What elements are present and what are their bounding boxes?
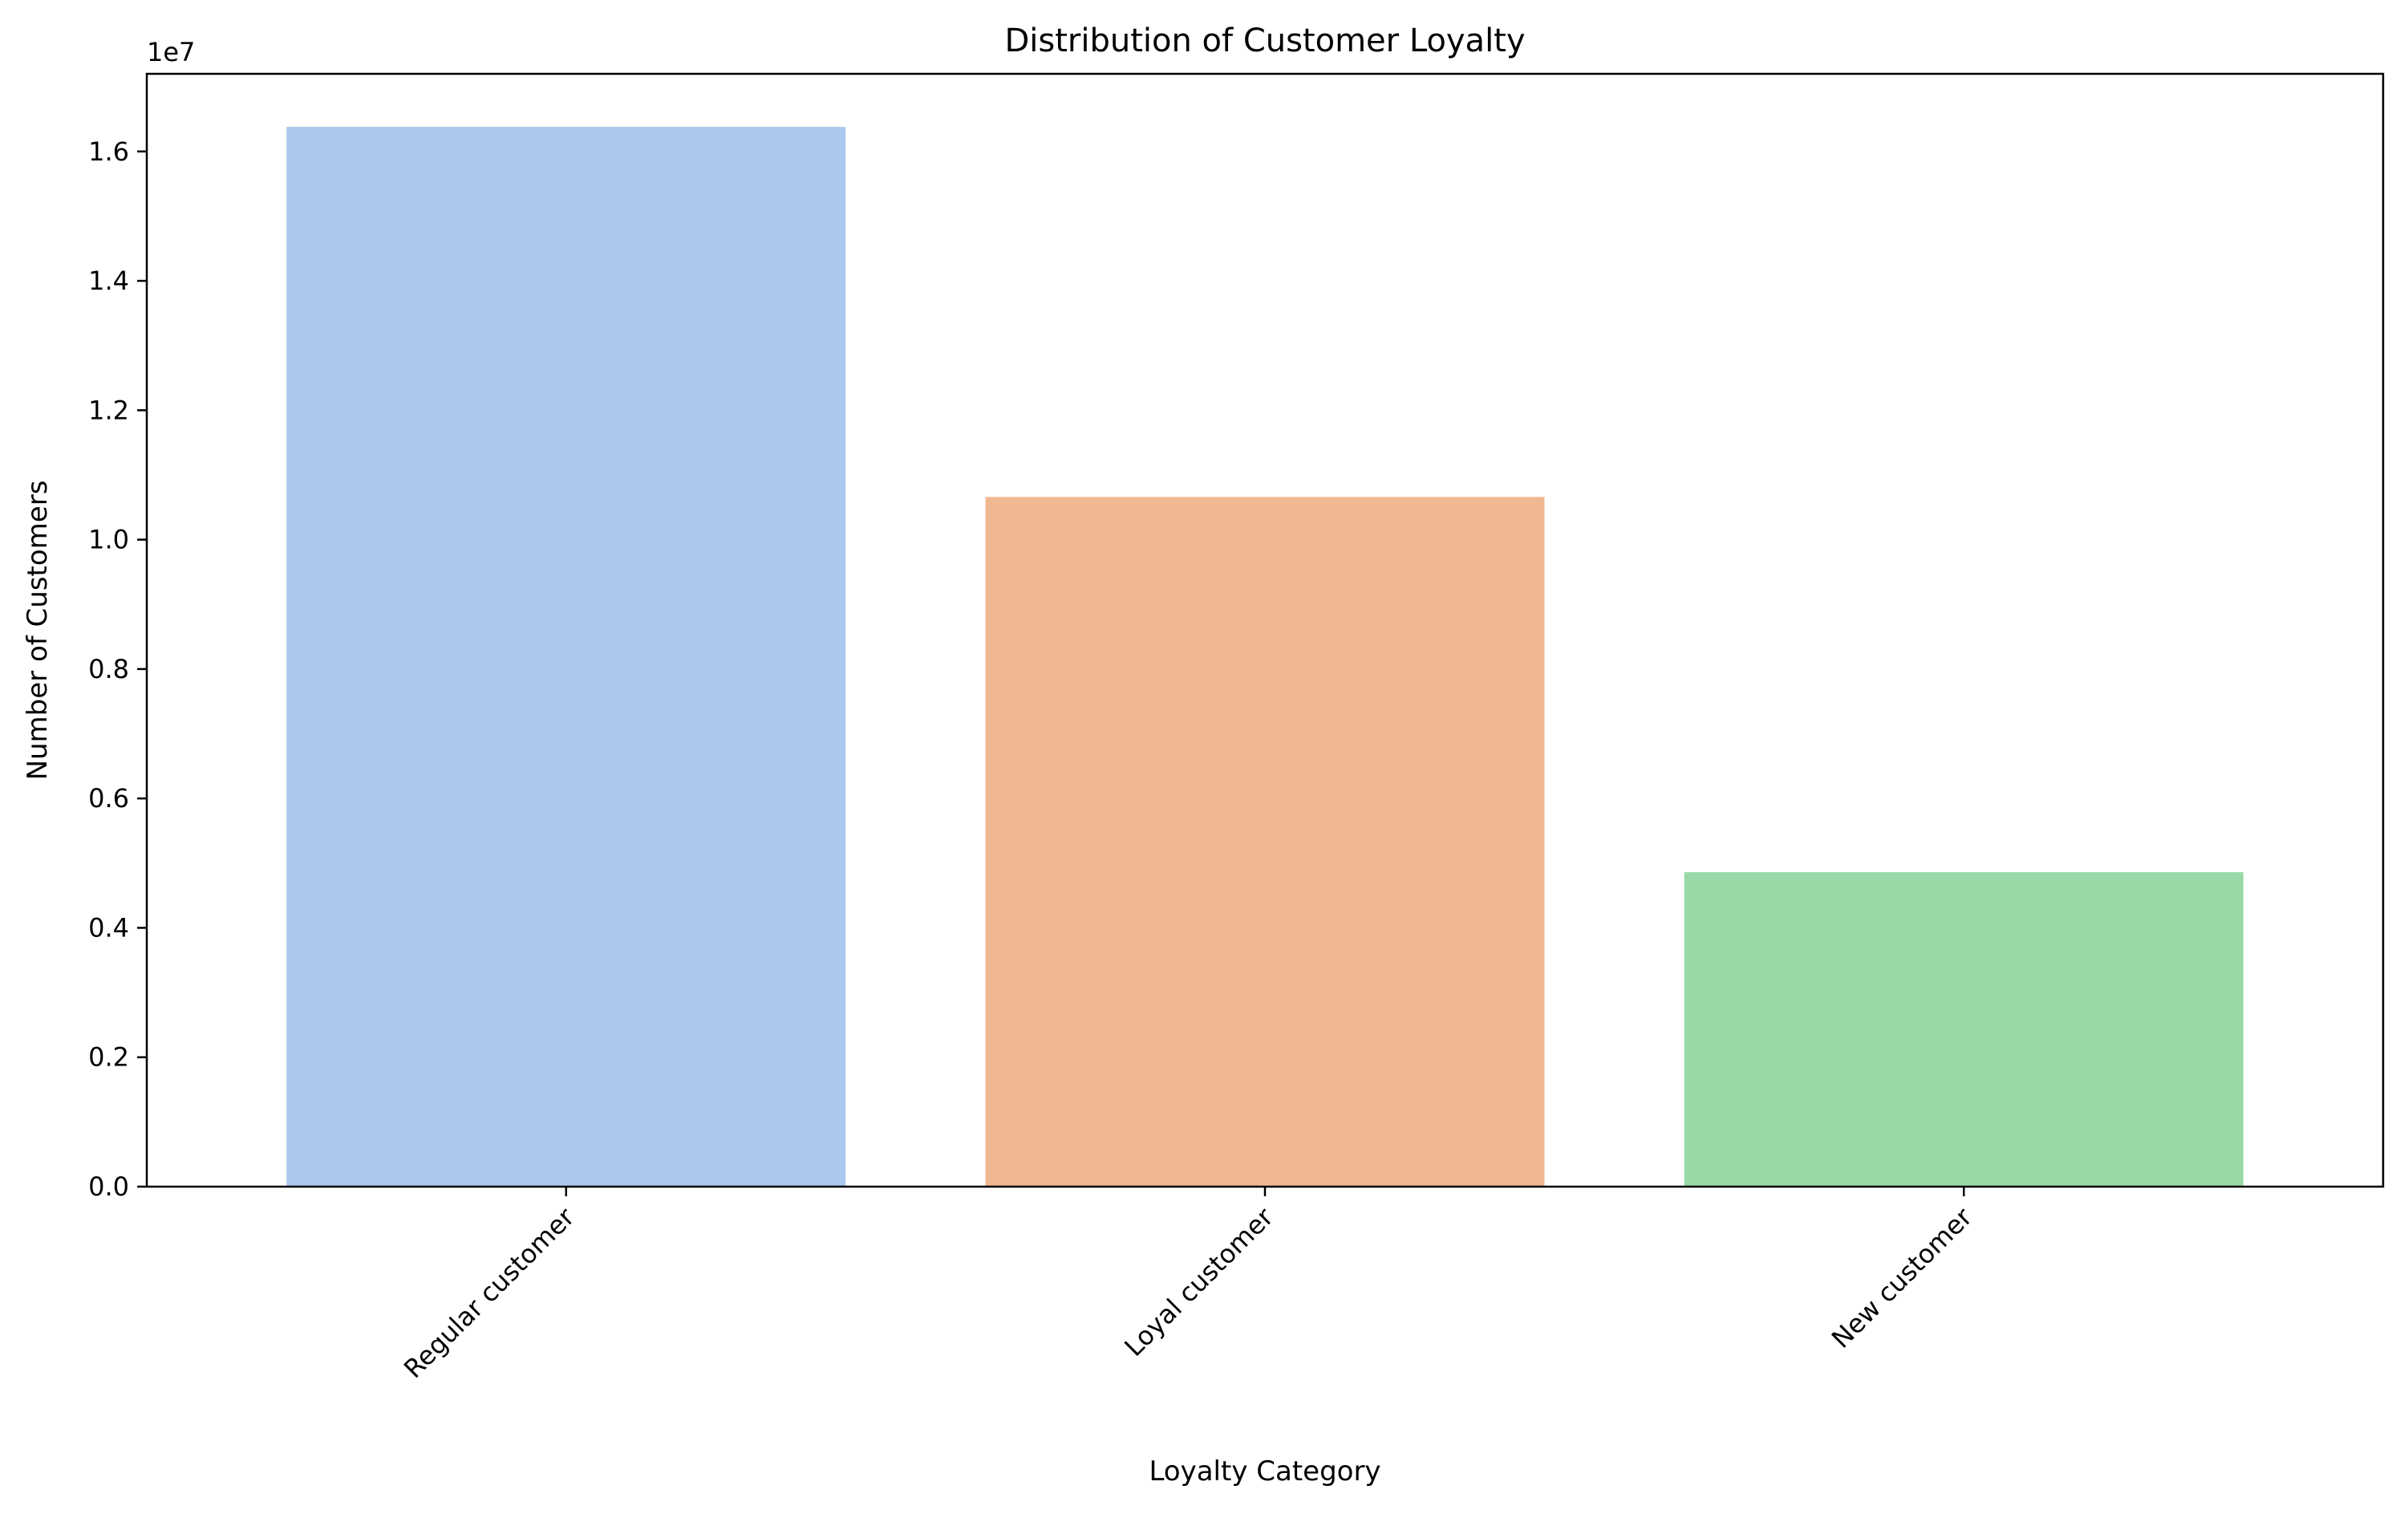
y-tick-label: 1.6 [88, 136, 129, 167]
bar-regular-customer [286, 127, 846, 1187]
y-axis-offset-label: 1e7 [147, 37, 195, 67]
y-tick-label: 0.6 [88, 783, 129, 814]
y-tick-label: 1.0 [88, 525, 129, 555]
y-ticks-group: 0.0 0.2 0.4 0.6 0.8 1.0 1.2 1.4 1.6 [88, 136, 147, 1202]
bars-group [286, 127, 2244, 1187]
bar-new-customer [1684, 872, 2244, 1187]
x-axis-title: Loyalty Category [1149, 1455, 1380, 1488]
plot-frame [145, 72, 2385, 1188]
y-tick-label: 0.4 [88, 912, 129, 943]
y-tick-label: 1.2 [88, 395, 129, 425]
bar-loyal-customer [985, 497, 1545, 1187]
y-tick-label: 0.8 [88, 654, 129, 684]
y-tick-label: 1.4 [88, 266, 129, 296]
y-tick-label: 0.2 [88, 1042, 129, 1073]
y-tick-label: 0.0 [88, 1171, 129, 1202]
chart-title: Distribution of Customer Loyalty [1004, 22, 1525, 59]
y-axis-title: Number of Customers [22, 481, 54, 781]
